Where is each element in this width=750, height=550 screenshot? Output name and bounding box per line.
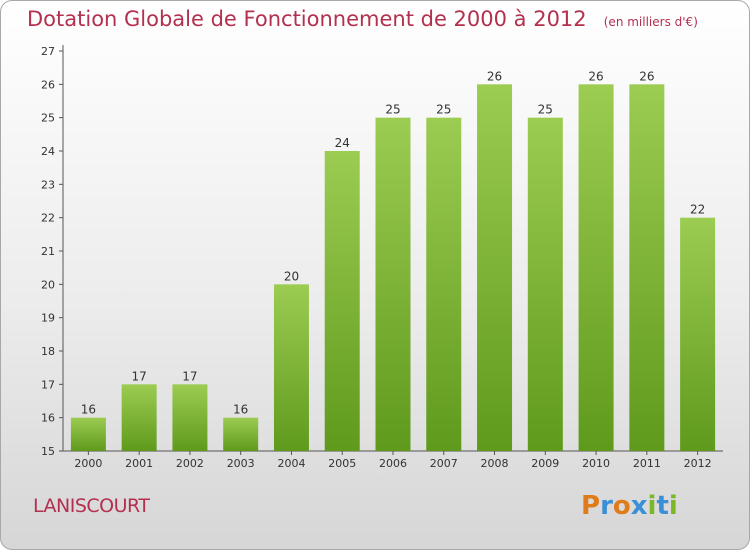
x-tick-label: 2007	[430, 457, 458, 470]
bar-2008	[477, 84, 513, 451]
logo-letter: r	[600, 491, 613, 521]
title-row: Dotation Globale de Fonctionnement de 20…	[27, 7, 698, 31]
bar-value-label: 26	[487, 69, 502, 83]
y-tick-label: 19	[41, 312, 55, 325]
x-tick-label: 2006	[379, 457, 407, 470]
bar-2002	[172, 384, 208, 451]
x-tick-label: 2004	[277, 457, 305, 470]
commune-name: LANISCOURT	[33, 495, 150, 517]
bar-2006	[375, 117, 411, 452]
chart-unit: (en milliers d'€)	[603, 15, 698, 29]
x-tick-label: 2009	[531, 457, 559, 470]
bar-2012	[680, 217, 716, 451]
bar-2009	[527, 117, 563, 452]
y-tick-label: 21	[41, 245, 55, 258]
x-tick-label: 2002	[176, 457, 204, 470]
x-tick-label: 2008	[481, 457, 509, 470]
y-tick-label: 23	[41, 178, 55, 191]
x-tick-label: 2012	[684, 457, 712, 470]
logo-letter: i	[668, 491, 678, 521]
bar-value-label: 24	[335, 136, 350, 150]
bar-2003	[223, 417, 259, 451]
y-tick-label: 15	[41, 445, 55, 458]
bar-value-label: 26	[588, 69, 603, 83]
chart-title: Dotation Globale de Fonctionnement de 20…	[27, 7, 587, 31]
bar-value-label: 25	[385, 103, 400, 117]
bar-2005	[324, 151, 360, 451]
bar-2011	[629, 84, 665, 451]
bar-value-label: 17	[182, 369, 197, 383]
x-tick-label: 2001	[125, 457, 153, 470]
y-tick-label: 17	[41, 378, 55, 391]
y-tick-label: 18	[41, 345, 55, 358]
y-tick-label: 20	[41, 278, 55, 291]
y-tick-label: 27	[41, 45, 55, 58]
bar-2010	[578, 84, 614, 451]
bar-value-label: 22	[690, 203, 705, 217]
y-tick-label: 25	[41, 112, 55, 125]
bar-2001	[121, 384, 157, 451]
bar-2004	[273, 284, 309, 451]
logo-letter: x	[630, 491, 648, 521]
y-tick-label: 26	[41, 78, 55, 91]
logo-letter: i	[647, 491, 657, 521]
x-tick-label: 2010	[582, 457, 610, 470]
bar-value-label: 25	[436, 103, 451, 117]
logo-letter: t	[656, 491, 669, 521]
y-tick-label: 16	[41, 412, 55, 425]
proxiti-logo: Proxiti	[581, 491, 678, 521]
y-tick-label: 22	[41, 212, 55, 225]
bar-value-label: 17	[132, 369, 147, 383]
bar-chart: 15 16 17 18 19 20 21 22 23 24 25 26 27 16 2000 17 2001 17…	[41, 45, 723, 470]
x-tick-label: 2005	[328, 457, 356, 470]
bar-value-label: 20	[284, 269, 299, 283]
bar-value-label: 16	[233, 403, 248, 417]
logo-letter: P	[581, 491, 601, 521]
bar-value-label: 25	[538, 103, 553, 117]
bar-value-label: 16	[81, 403, 96, 417]
x-tick-label: 2011	[633, 457, 661, 470]
bar-2007	[426, 117, 462, 452]
logo-letter: o	[612, 491, 631, 521]
y-tick-label: 24	[41, 145, 55, 158]
x-tick-label: 2003	[227, 457, 255, 470]
bar-2000	[70, 417, 106, 451]
bar-value-label: 26	[639, 69, 654, 83]
x-tick-label: 2000	[74, 457, 102, 470]
